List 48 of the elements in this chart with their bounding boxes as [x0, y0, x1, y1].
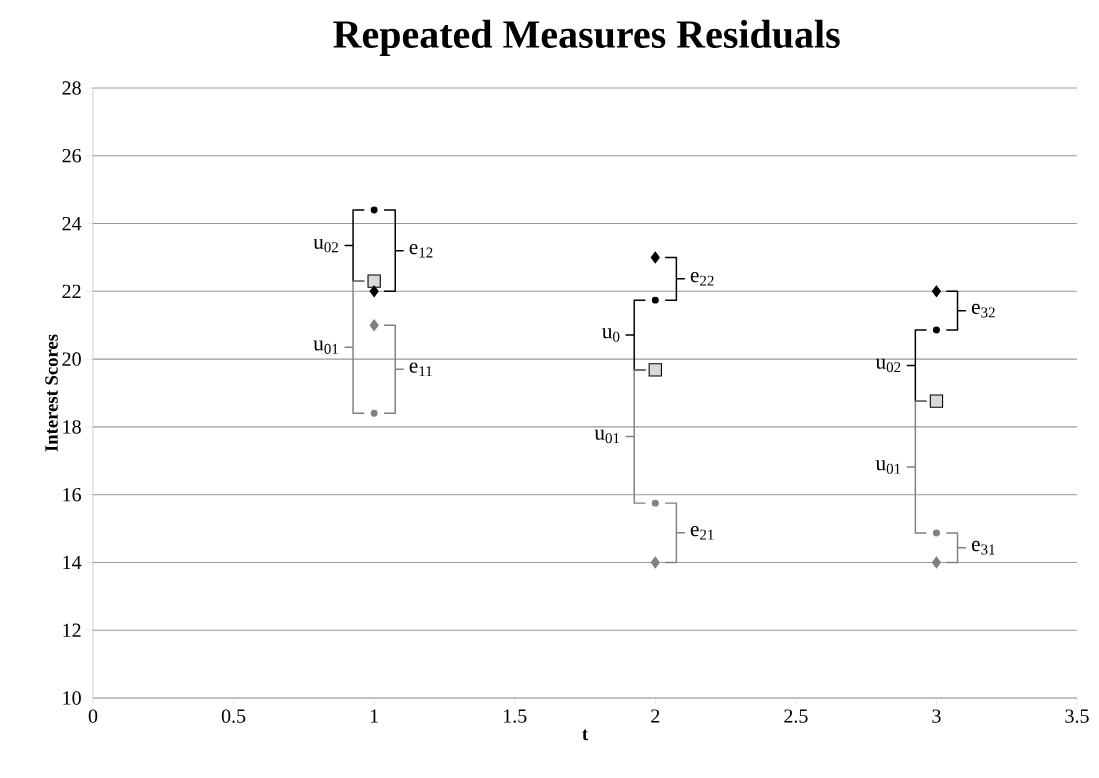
y-tick-label: 28	[62, 81, 81, 95]
point	[369, 319, 379, 332]
y-tick-label: 18	[63, 420, 81, 434]
y-tick-label: 10	[63, 691, 81, 705]
point	[932, 326, 940, 334]
point	[369, 285, 379, 298]
annotation: u$_{01}$	[594, 429, 620, 444]
chart-title: Repeated Measures Residuals	[333, 19, 840, 57]
x-tick-label: 2	[651, 709, 660, 723]
annotation: u$_{02}$	[313, 238, 338, 253]
point	[929, 394, 944, 408]
annotation: u$_{02}$	[875, 358, 901, 373]
point	[651, 296, 659, 304]
y-tick-label: 22	[62, 284, 81, 298]
annotation: e$_{31}$	[971, 540, 995, 555]
point	[650, 556, 660, 569]
y-tick-label: 24	[62, 216, 82, 231]
x-tick-label: 1.5	[503, 709, 527, 723]
y-tick-label: 16	[63, 487, 82, 502]
point	[932, 529, 940, 537]
x-tick-label: 0	[88, 709, 98, 723]
x-tick-label: 2.5	[784, 709, 808, 723]
point	[648, 363, 662, 377]
y-axis-title: Interest Scores	[45, 334, 58, 452]
annotation: e$_{21}$	[690, 526, 714, 540]
y-tick-label: 12	[63, 623, 81, 637]
y-tick-label: 14	[63, 555, 82, 570]
y-tick-label: 20	[62, 352, 81, 366]
annotation: u$_{01}$	[875, 460, 901, 474]
x-tick-label: 1	[370, 709, 378, 723]
annotation: u$_{0}$	[602, 328, 620, 342]
annotation: e$_{32}$	[971, 303, 995, 318]
x-tick-label: 3.5	[1065, 709, 1089, 723]
point	[931, 285, 941, 298]
point	[370, 409, 378, 417]
annotation: e$_{12}$	[409, 243, 433, 258]
annotation: u$_{01}$	[313, 340, 338, 354]
annotation: e$_{22}$	[690, 272, 714, 286]
x-tick-label: 0.5	[221, 709, 246, 723]
point	[650, 251, 660, 264]
point	[651, 499, 659, 507]
x-tick-label: 3	[932, 709, 941, 723]
point	[367, 274, 381, 288]
y-tick-label: 26	[62, 149, 82, 163]
annotation: e$_{11}$	[409, 362, 432, 377]
point	[370, 206, 378, 214]
point	[931, 556, 941, 569]
x-axis-title: t	[582, 729, 589, 741]
